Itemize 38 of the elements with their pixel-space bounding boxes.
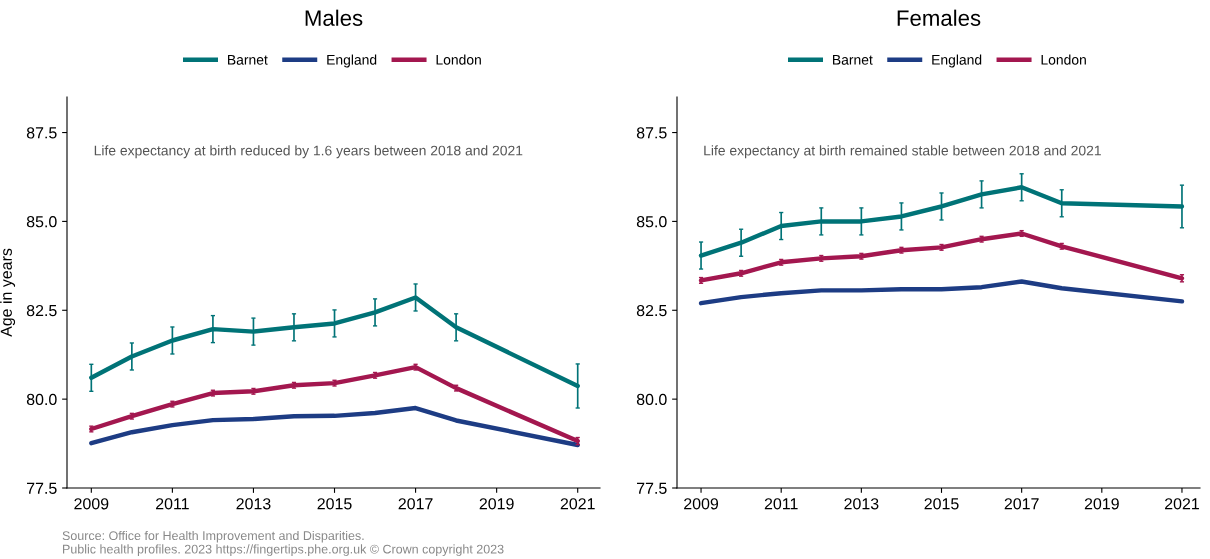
legend-label: England	[932, 54, 982, 68]
source-note: Source: Office for Health Improvement and Disparities. Public health profiles. 2023 https://fingertips.phe.org.uk © Crown copyright 2023	[62, 530, 504, 556]
legend-label: Barnet	[833, 55, 873, 65]
x-tick-label: 2013	[236, 498, 271, 510]
chart-title: Males	[305, 9, 363, 26]
legend-label: Barnet	[228, 55, 268, 65]
x-tick-label: 2017	[398, 498, 433, 510]
y-axis-title: Age in years	[0, 248, 16, 337]
y-tick-label: 82.5	[26, 304, 57, 317]
y-tick-label: 82.5	[636, 304, 667, 317]
x-tick-label: 2015	[924, 498, 959, 510]
x-tick-label: 2011	[764, 498, 798, 510]
y-tick-label: 87.5	[26, 127, 57, 139]
legend-label: London	[1041, 54, 1086, 65]
x-tick-label: 2021	[1165, 498, 1199, 510]
y-tick-label: 80.0	[636, 393, 667, 406]
x-tick-label: 2017	[1004, 498, 1039, 510]
line-series	[89, 405, 580, 448]
y-tick-label: 80.0	[26, 393, 57, 406]
x-tick-label: 2009	[684, 498, 719, 510]
y-tick-label: 87.5	[636, 127, 667, 139]
line-series	[698, 279, 1185, 306]
y-tick-label: 77.5	[27, 482, 57, 494]
chart-title: Females	[897, 9, 981, 26]
x-tick-label: 2013	[844, 498, 879, 510]
x-tick-label: 2015	[317, 498, 352, 510]
annotation: Life expectancy at birth remained stable between 2018 and 2021	[704, 145, 1101, 159]
x-tick-label: 2019	[1084, 498, 1119, 510]
y-tick-label: 85.0	[26, 216, 57, 228]
y-tick-label: 77.5	[637, 482, 667, 494]
annotation: Life expectancy at birth reduced by 1.6 years between 2018 and 2021	[94, 145, 523, 159]
x-tick-label: 2019	[479, 498, 514, 510]
y-tick-label: 85.0	[636, 216, 667, 228]
x-tick-label: 2011	[156, 498, 189, 510]
legend-label: London	[436, 54, 481, 65]
x-tick-label: 2021	[560, 498, 595, 510]
x-tick-label: 2009	[74, 498, 109, 510]
legend-label: England	[327, 54, 377, 68]
